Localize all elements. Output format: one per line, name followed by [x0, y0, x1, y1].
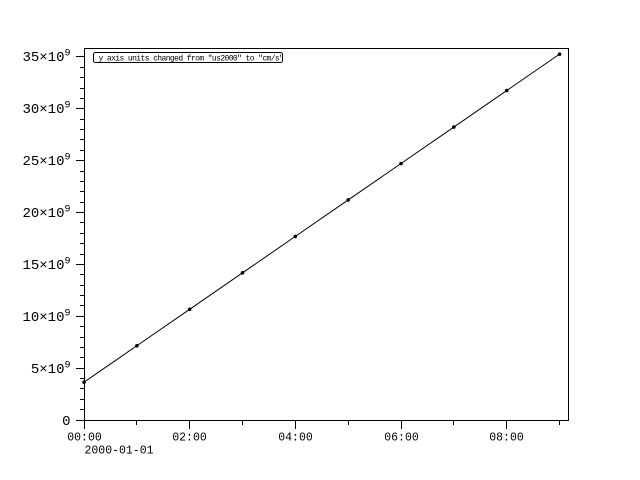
svg-text:25×109: 25×109	[22, 152, 70, 170]
svg-text:30×109: 30×109	[22, 100, 70, 118]
svg-text:10×109: 10×109	[22, 308, 70, 326]
svg-text:04:00: 04:00	[278, 432, 313, 445]
svg-text:y axis units changed from "us2: y axis units changed from "us2000" to "c…	[99, 55, 284, 64]
svg-text:20×109: 20×109	[22, 204, 70, 222]
svg-text:08:00: 08:00	[489, 432, 524, 445]
svg-text:00:00: 00:00	[67, 432, 102, 445]
svg-text:02:00: 02:00	[172, 432, 207, 445]
svg-text:2000-01-01: 2000-01-01	[85, 445, 154, 458]
svg-text:0: 0	[62, 414, 70, 430]
svg-text:35×109: 35×109	[22, 48, 70, 66]
svg-text:06:00: 06:00	[384, 432, 419, 445]
svg-text:15×109: 15×109	[22, 256, 70, 274]
